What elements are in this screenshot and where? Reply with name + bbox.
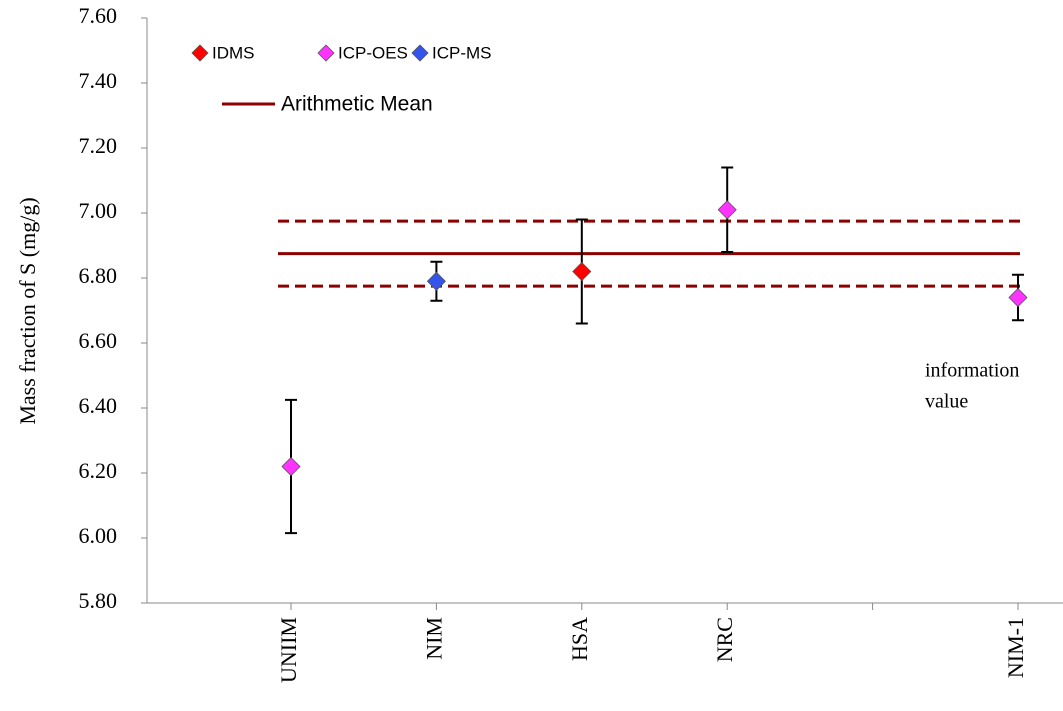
point xyxy=(281,456,301,477)
y-tick-label: 5.80 xyxy=(79,588,118,613)
x-tick-label: NRC xyxy=(712,617,737,662)
annotation: value xyxy=(925,391,968,413)
annotation: information xyxy=(925,360,1019,382)
legend-marker xyxy=(191,44,209,62)
point xyxy=(1008,287,1028,308)
y-tick-label: 7.40 xyxy=(79,68,118,93)
legend-label: Arithmetic Mean xyxy=(281,93,433,116)
x-tick-label: NIM xyxy=(421,617,446,660)
y-tick-label: 7.60 xyxy=(79,3,118,28)
legend-label: IDMS xyxy=(212,43,255,62)
legend-label: ICP-OES xyxy=(338,43,408,62)
legend-marker xyxy=(317,44,335,62)
y-tick-label: 7.20 xyxy=(79,133,118,158)
legend-marker xyxy=(411,44,429,62)
y-tick-label: 7.00 xyxy=(79,198,118,223)
y-axis-label: Mass fraction of S (mg/g) xyxy=(15,197,40,424)
legend-label: ICP-MS xyxy=(432,43,492,62)
y-tick-label: 6.40 xyxy=(79,393,118,418)
point xyxy=(717,200,737,220)
y-tick-label: 6.60 xyxy=(79,328,118,353)
y-tick-label: 6.80 xyxy=(79,263,118,288)
y-tick-label: 6.20 xyxy=(79,458,118,483)
point xyxy=(426,271,446,291)
x-tick-label: HSA xyxy=(567,617,592,661)
x-tick-label: UNIIM xyxy=(276,617,301,683)
x-tick-label: NIM-1 xyxy=(1003,617,1028,678)
y-tick-label: 6.00 xyxy=(79,523,118,548)
point xyxy=(572,261,592,282)
